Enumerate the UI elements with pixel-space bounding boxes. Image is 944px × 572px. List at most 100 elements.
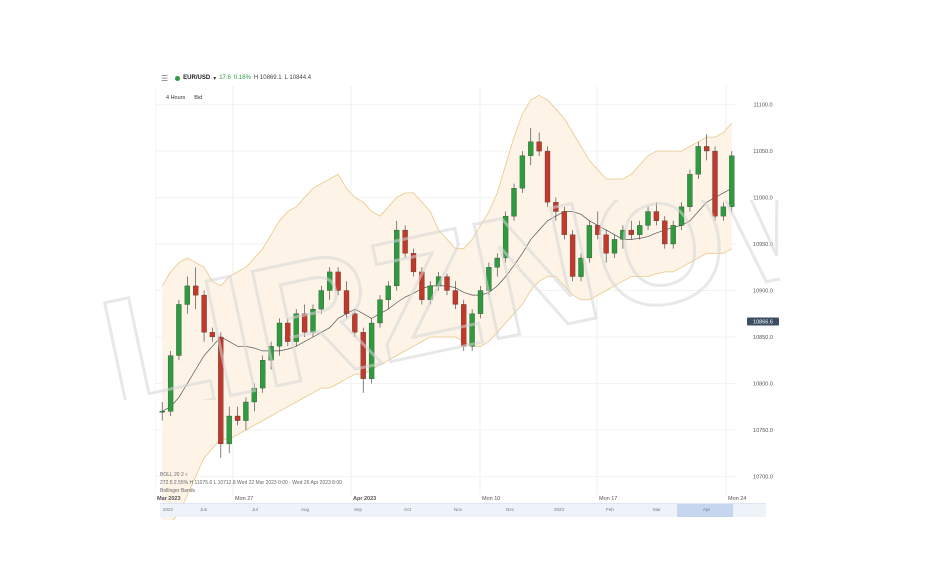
- candle-body[interactable]: [343, 290, 350, 314]
- time-tick-label: Mon 17: [599, 496, 617, 502]
- navigator-selection-handle[interactable]: [677, 504, 733, 517]
- candle-body[interactable]: [553, 202, 559, 212]
- navigator-label: Nov: [454, 507, 463, 512]
- candle-body[interactable]: [377, 299, 383, 324]
- price-tick-label: 10700.0: [753, 474, 773, 480]
- change-pct: 0.16%: [233, 75, 251, 81]
- candle-body[interactable]: [268, 346, 274, 361]
- candle-body[interactable]: [704, 146, 710, 152]
- candle-body[interactable]: [720, 206, 727, 217]
- candle-body[interactable]: [653, 211, 660, 221]
- candle-body[interactable]: [603, 234, 609, 254]
- high-value: H 10869.1: [253, 75, 282, 81]
- symbol-label[interactable]: EUR/USD: [183, 75, 211, 81]
- candle-body[interactable]: [452, 290, 459, 305]
- time-tick-label: Apr 2023: [353, 496, 376, 502]
- candle-body[interactable]: [251, 387, 257, 403]
- candle-body[interactable]: [385, 285, 391, 300]
- candle-body[interactable]: [528, 141, 534, 156]
- candle-body[interactable]: [444, 276, 450, 291]
- candle-body[interactable]: [427, 285, 433, 300]
- navigator-label: Dec: [506, 507, 515, 512]
- candle-body[interactable]: [318, 290, 324, 310]
- candle-body[interactable]: [368, 322, 375, 379]
- boll-name[interactable]: BOLL: [160, 472, 173, 478]
- candle-body[interactable]: [209, 332, 216, 338]
- candle-body[interactable]: [276, 322, 283, 347]
- bollinger-band-fill: [162, 95, 732, 520]
- candle-body[interactable]: [544, 150, 551, 203]
- candle-body[interactable]: [260, 360, 266, 389]
- candle-body[interactable]: [435, 276, 442, 287]
- candle-body[interactable]: [159, 411, 165, 413]
- candle-body[interactable]: [670, 225, 676, 245]
- candle-body[interactable]: [536, 141, 542, 152]
- candle-body[interactable]: [729, 155, 735, 207]
- candle-body[interactable]: [419, 271, 425, 300]
- candle-body[interactable]: [695, 146, 701, 175]
- navigator-label: 2022: [163, 507, 174, 512]
- candle-body[interactable]: [167, 355, 174, 412]
- price-tick-label: 10800.0: [753, 381, 773, 387]
- close-icon[interactable]: x: [185, 472, 188, 478]
- candle-body[interactable]: [402, 229, 408, 254]
- candle-body[interactable]: [637, 225, 643, 235]
- candle-body[interactable]: [285, 322, 291, 342]
- candle-body[interactable]: [352, 313, 358, 333]
- candle-body[interactable]: [519, 155, 526, 189]
- candle-body[interactable]: [226, 415, 232, 445]
- price-plot[interactable]: 11100.0 11050.0 11000.0 10950.0 10900.0 10850…: [155, 70, 787, 520]
- candle-body[interactable]: [461, 304, 467, 347]
- interval-selector[interactable]: 4 Hours: [166, 95, 186, 101]
- candle-body[interactable]: [494, 257, 500, 268]
- candle-body[interactable]: [511, 188, 517, 217]
- candle-body[interactable]: [293, 313, 299, 342]
- symbol-dropdown-icon[interactable]: ▾: [213, 75, 217, 82]
- candle-body[interactable]: [184, 285, 190, 305]
- hamburger-menu-icon[interactable]: ☰: [161, 73, 169, 83]
- candle-body[interactable]: [394, 229, 400, 287]
- candle-body[interactable]: [502, 215, 509, 259]
- price-type-selector[interactable]: Bid: [194, 95, 203, 101]
- time-tick-label: Mar 2023: [157, 496, 181, 502]
- candle-body[interactable]: [310, 308, 316, 333]
- candle-body[interactable]: [687, 174, 693, 207]
- candle-body[interactable]: [469, 313, 475, 347]
- candle-body[interactable]: [218, 336, 224, 445]
- candle-body[interactable]: [620, 229, 626, 240]
- candle-body[interactable]: [234, 415, 241, 421]
- candle-body[interactable]: [678, 206, 685, 226]
- candle-body[interactable]: [645, 211, 651, 226]
- candle-body[interactable]: [301, 313, 308, 333]
- candle-body[interactable]: [712, 150, 718, 217]
- candle-body[interactable]: [335, 271, 341, 291]
- candle-body[interactable]: [360, 332, 366, 379]
- candle-body[interactable]: [578, 257, 584, 277]
- change-value: 17.6: [219, 75, 231, 81]
- navigator-label: Mar: [653, 507, 661, 512]
- candle-body[interactable]: [595, 225, 601, 235]
- candle-body[interactable]: [486, 267, 492, 291]
- time-tick-label: Mon 27: [235, 496, 253, 502]
- candle-body[interactable]: [193, 285, 199, 296]
- candle-body[interactable]: [586, 225, 593, 259]
- price-tick-label: 10750.0: [753, 428, 773, 434]
- market-status-icon: [175, 75, 181, 81]
- price-tick-label: 10850.0: [753, 335, 773, 341]
- navigator-label: Apr: [703, 507, 711, 512]
- candle-body[interactable]: [569, 234, 576, 277]
- candle-body[interactable]: [410, 253, 417, 273]
- candle-body[interactable]: [327, 271, 333, 291]
- candle-body[interactable]: [628, 229, 634, 235]
- candle-body[interactable]: [201, 294, 207, 333]
- candle-body[interactable]: [561, 211, 567, 235]
- price-tick-label: 11050.0: [753, 149, 772, 155]
- time-navigator[interactable]: 2022 Jun Jul Aug Sep Oct Nov Dec 2023 Feb Mar Apr: [160, 503, 766, 517]
- chart-panel: 11100.0 11050.0 11000.0 10950.0 10900.0 10850…: [155, 70, 787, 520]
- candle-body[interactable]: [662, 220, 668, 245]
- candle-body[interactable]: [611, 239, 618, 254]
- candle-body[interactable]: [243, 401, 249, 421]
- instrument-header: ☰ EUR/USD ▾ 17.6 0.16% H 10869.1 L 10844…: [155, 70, 793, 86]
- candle-body[interactable]: [176, 304, 182, 356]
- candle-body[interactable]: [477, 290, 484, 314]
